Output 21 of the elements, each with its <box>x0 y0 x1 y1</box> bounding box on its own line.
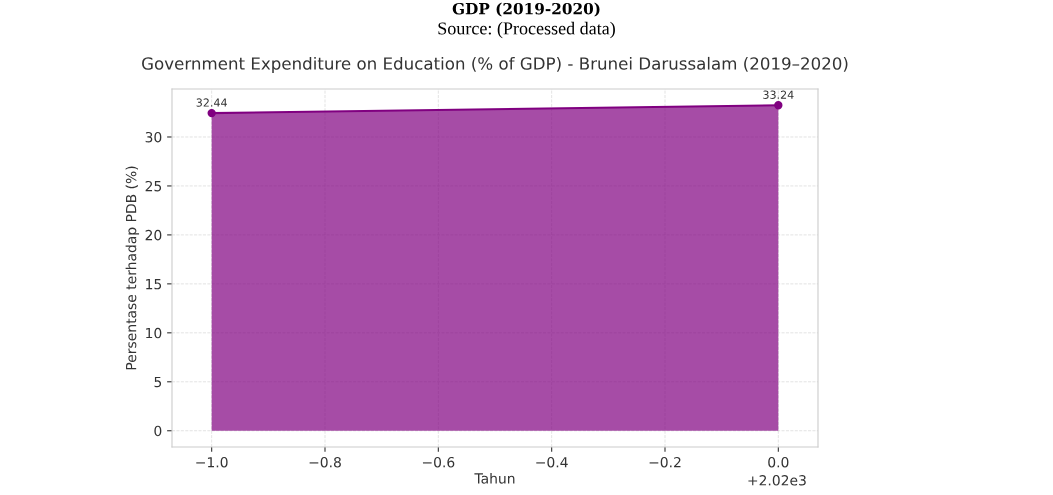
x-axis-title: Tahun <box>474 472 515 484</box>
x-tick-label: −0.6 <box>422 456 455 468</box>
y-tick-label: 30 <box>145 131 162 143</box>
x-tick-label: −1.0 <box>196 456 228 468</box>
y-tick-label: 20 <box>145 229 162 241</box>
y-tick-label: 25 <box>145 180 162 192</box>
x-tick-label: −0.4 <box>536 456 568 468</box>
text: GDP (2019-2020) <box>452 2 600 17</box>
text: +2.02e3 <box>748 475 806 486</box>
chart-title: Government Expenditure on Education (% of GDP) - Brunei Darussalam (2019–2020) <box>142 56 848 74</box>
y-tick-label: 5 <box>154 376 162 388</box>
y-tick-label: 10 <box>146 327 162 339</box>
x-tick-label: 0.0 <box>768 456 789 468</box>
x-tick-label: −0.2 <box>649 456 681 468</box>
y-tick-label: 0 <box>154 425 162 437</box>
x-tick-label: −0.8 <box>309 456 341 468</box>
y-axis-title: Persentase terhadap PDB (%) <box>125 166 140 370</box>
data-label: 33.24 <box>763 90 794 99</box>
source-note: Source: (Processed data) <box>438 21 615 39</box>
y-tick-label: 15 <box>146 279 162 290</box>
data-label: 32.44 <box>196 98 227 107</box>
